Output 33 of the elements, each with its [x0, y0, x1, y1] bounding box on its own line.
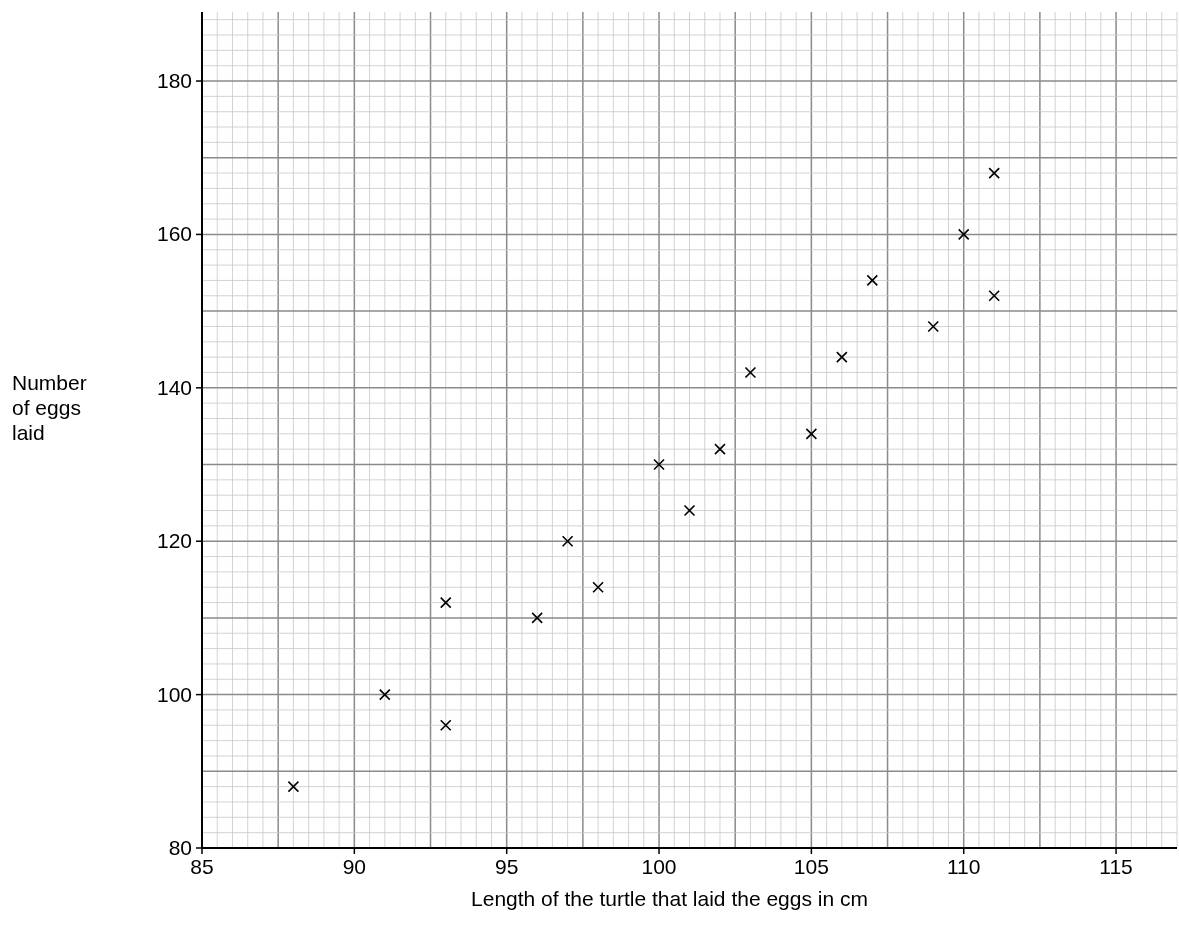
x-tick-label: 110	[946, 855, 981, 878]
point	[439, 596, 452, 609]
x-tick-label: 90	[342, 855, 367, 878]
point	[287, 780, 300, 793]
point	[957, 228, 970, 241]
x-tick-label: 95	[495, 855, 519, 878]
x-axis-title: Length of the turtle that laid the eggs in cm	[471, 887, 868, 910]
point	[744, 366, 757, 379]
y-axis-title: Number of eggs laid	[12, 371, 87, 444]
point	[683, 504, 696, 517]
x-tick-label: 100	[641, 855, 677, 878]
point	[653, 458, 665, 471]
point	[531, 612, 543, 624]
y-tick-label: 180	[156, 69, 192, 93]
x-tick-label: 115	[1099, 855, 1133, 878]
y-tick-label: 100	[156, 682, 192, 706]
y-tick-label: 120	[156, 529, 192, 553]
y-tick-label: 160	[156, 222, 192, 246]
point	[927, 320, 940, 333]
point	[439, 719, 452, 732]
point	[988, 289, 1000, 302]
point	[714, 443, 726, 455]
point	[561, 535, 574, 548]
point	[592, 581, 604, 594]
x-tick-label: 105	[793, 855, 829, 878]
point	[805, 428, 818, 440]
point	[988, 167, 1000, 179]
point	[379, 688, 391, 701]
point	[866, 274, 879, 287]
y-tick-label: 80	[168, 836, 192, 859]
point	[836, 351, 848, 363]
x-tick-label: 85	[190, 855, 214, 878]
y-tick-label: 140	[156, 375, 192, 399]
